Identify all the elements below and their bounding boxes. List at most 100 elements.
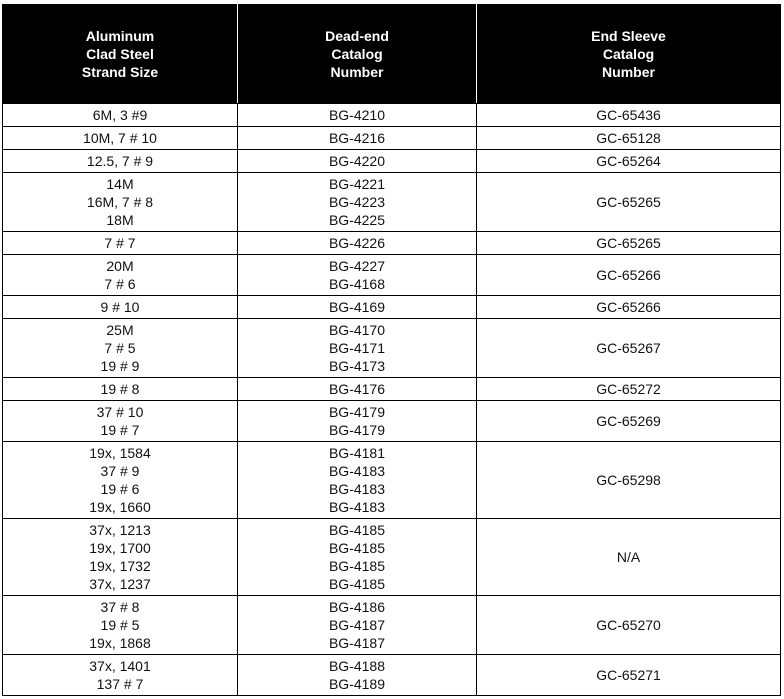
cell-line: GC-65267 bbox=[596, 340, 661, 356]
cell-line: BG-4226 bbox=[328, 235, 386, 251]
cell-line: BG-4186 bbox=[328, 599, 386, 615]
cell-line: GC-65266 bbox=[596, 267, 661, 283]
cell-line: BG-4183 bbox=[328, 463, 386, 479]
cell-line: BG-4220 bbox=[328, 153, 386, 169]
table-cell: GC-65271 bbox=[476, 654, 781, 696]
table-cell: BG-4185 BG-4185 BG-4185 BG-4185 bbox=[237, 518, 477, 596]
cell-line: GC-65270 bbox=[596, 617, 661, 633]
table-row: 10M, 7 # 10 BG-4216 GC-65128 bbox=[2, 126, 781, 150]
cell-line: 137 # 7 bbox=[96, 676, 144, 692]
cell-line: 7 # 6 bbox=[104, 276, 136, 292]
cell-line: BG-4168 bbox=[328, 276, 386, 292]
cell-line: BG-4181 bbox=[328, 445, 386, 461]
cell-line: BG-4183 bbox=[328, 499, 386, 515]
table-cell: BG-4186 BG-4187 BG-4187 bbox=[237, 595, 477, 655]
table-cell: 25M 7 # 5 19 # 9 bbox=[2, 318, 238, 378]
cell-line: 6M, 3 #9 bbox=[92, 107, 148, 123]
cell-line: Aluminum bbox=[85, 28, 155, 44]
cell-line: 20M bbox=[106, 258, 134, 274]
table-cell: 6M, 3 #9 bbox=[2, 103, 238, 127]
cell-line: BG-4171 bbox=[328, 340, 386, 356]
cell-line: 19 # 6 bbox=[100, 481, 140, 497]
cell-line: BG-4221 bbox=[328, 176, 386, 192]
table-cell: BG-4227 BG-4168 bbox=[237, 254, 477, 296]
cell-line: BG-4173 bbox=[328, 358, 386, 374]
cell-line: 37x, 1401 bbox=[89, 658, 151, 674]
cell-line: 9 # 10 bbox=[100, 299, 140, 315]
table-cell: GC-65266 bbox=[476, 295, 781, 319]
cell-line: 37 # 10 bbox=[96, 404, 144, 420]
table-cell: 37x, 1213 19x, 1700 19x, 1732 37x, 1237 bbox=[2, 518, 238, 596]
cell-line: 16M, 7 # 8 bbox=[86, 194, 154, 210]
table-cell: GC-65264 bbox=[476, 149, 781, 173]
table-row: 12.5, 7 # 9 BG-4220 GC-65264 bbox=[2, 149, 781, 173]
table-cell: GC-65270 bbox=[476, 595, 781, 655]
table-row: 19 # 8 BG-4176 GC-65272 bbox=[2, 377, 781, 401]
cell-line: GC-65271 bbox=[596, 667, 661, 683]
table-cell: 37x, 1401 137 # 7 bbox=[2, 654, 238, 696]
cell-line: GC-65266 bbox=[596, 299, 661, 315]
cell-line: Dead-end bbox=[325, 28, 389, 44]
table-cell: 20M 7 # 6 bbox=[2, 254, 238, 296]
header-cell: End Sleeve Catalog Number bbox=[476, 4, 781, 104]
cell-line: Strand Size bbox=[81, 64, 159, 80]
header-cell: Dead-end Catalog Number bbox=[237, 4, 477, 104]
table-cell: GC-65298 bbox=[476, 441, 781, 519]
catalog-table: Aluminum Clad Steel Strand Size Dead-end Cat… bbox=[2, 4, 781, 696]
table-row: 6M, 3 #9 BG-4210 GC-65436 bbox=[2, 103, 781, 127]
cell-line: GC-65264 bbox=[596, 153, 661, 169]
table-cell: 7 # 7 bbox=[2, 231, 238, 255]
cell-line: GC-65265 bbox=[596, 194, 661, 210]
cell-line: BG-4187 bbox=[328, 617, 386, 633]
table-row: 9 # 10 BG-4169 GC-65266 bbox=[2, 295, 781, 319]
cell-line: BG-4216 bbox=[328, 130, 386, 146]
cell-line: BG-4210 bbox=[328, 107, 386, 123]
cell-line: BG-4170 bbox=[328, 322, 386, 338]
cell-line: 25M bbox=[106, 322, 134, 338]
cell-line: BG-4223 bbox=[328, 194, 386, 210]
table-cell: BG-4179 BG-4179 bbox=[237, 400, 477, 442]
cell-line: BG-4189 bbox=[328, 676, 386, 692]
table-cell: BG-4169 bbox=[237, 295, 477, 319]
cell-line: 18M bbox=[106, 212, 134, 228]
cell-line: GC-65265 bbox=[596, 235, 661, 251]
table-cell: 10M, 7 # 10 bbox=[2, 126, 238, 150]
table-cell: 37 # 10 19 # 7 bbox=[2, 400, 238, 442]
header-row: Aluminum Clad Steel Strand Size Dead-end Cat… bbox=[2, 4, 781, 104]
cell-line: Clad Steel bbox=[86, 46, 154, 62]
cell-line: 7 # 7 bbox=[104, 235, 136, 251]
table-body: 6M, 3 #9 BG-4210 GC-65436 10M, 7 # 10 BG-421… bbox=[2, 103, 781, 696]
cell-line: 19 # 5 bbox=[100, 617, 140, 633]
cell-line: BG-4185 bbox=[328, 540, 386, 556]
cell-line: 37x, 1213 bbox=[89, 522, 151, 538]
table-cell: GC-65265 bbox=[476, 172, 781, 232]
table-cell: BG-4210 bbox=[237, 103, 477, 127]
cell-line: BG-4188 bbox=[328, 658, 386, 674]
table-row: 20M 7 # 6 BG-4227 BG-4168 GC-65266 bbox=[2, 254, 781, 296]
cell-line: 37 # 8 bbox=[100, 599, 140, 615]
cell-line: 37 # 9 bbox=[100, 463, 140, 479]
cell-line: Catalog bbox=[331, 46, 383, 62]
cell-line: GC-65298 bbox=[596, 472, 661, 488]
cell-line: End Sleeve bbox=[591, 28, 666, 44]
table-cell: BG-4170 BG-4171 BG-4173 bbox=[237, 318, 477, 378]
table-cell: 19 # 8 bbox=[2, 377, 238, 401]
cell-line: BG-4227 bbox=[328, 258, 386, 274]
table-row: 19x, 1584 37 # 9 19 # 6 19x, 1660 BG-4181 BG-… bbox=[2, 441, 781, 519]
cell-line: 19x, 1700 bbox=[89, 540, 151, 556]
table-cell: 14M 16M, 7 # 8 18M bbox=[2, 172, 238, 232]
table-cell: GC-65269 bbox=[476, 400, 781, 442]
cell-line: N/A bbox=[616, 549, 641, 565]
table-row: 14M 16M, 7 # 8 18M BG-4221 BG-4223 BG-4225 GC-… bbox=[2, 172, 781, 232]
table-cell: BG-4220 bbox=[237, 149, 477, 173]
cell-line: BG-4183 bbox=[328, 481, 386, 497]
cell-line: BG-4185 bbox=[328, 576, 386, 592]
table-cell: BG-4181 BG-4183 BG-4183 BG-4183 bbox=[237, 441, 477, 519]
cell-line: 10M, 7 # 10 bbox=[83, 130, 157, 146]
table-header: Aluminum Clad Steel Strand Size Dead-end Cat… bbox=[2, 4, 781, 104]
table-row: 7 # 7 BG-4226 GC-65265 bbox=[2, 231, 781, 255]
cell-line: GC-65436 bbox=[596, 107, 661, 123]
cell-line: 19 # 9 bbox=[100, 358, 140, 374]
cell-line: 19 # 8 bbox=[100, 381, 140, 397]
